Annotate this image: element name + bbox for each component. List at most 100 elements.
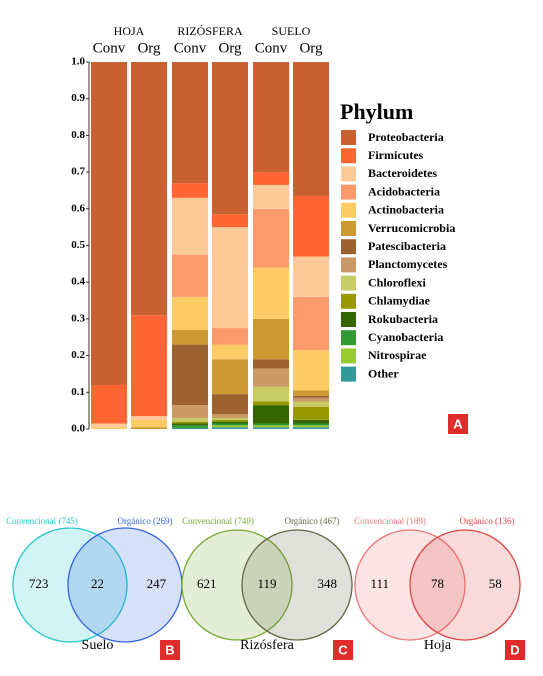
bar-segment [293, 419, 329, 424]
legend-label: Bacteroidetes [368, 166, 437, 180]
y-tick-label: 0.4 [71, 276, 85, 288]
venn-count: 111 [370, 576, 389, 591]
venn-set [241, 529, 353, 641]
bar-segment [293, 256, 329, 297]
x-tick-label: Conv [255, 40, 288, 56]
legend-label: Planctomycetes [368, 257, 448, 271]
bar-segment [212, 394, 248, 415]
bar-segment [172, 329, 208, 345]
bar-segment [253, 267, 289, 319]
bar-segment [293, 423, 329, 426]
legend-label: Nitrospirae [368, 348, 427, 362]
x-tick-label: Conv [174, 40, 207, 56]
bar-segment [253, 184, 289, 209]
venn-count: 621 [197, 576, 217, 591]
bar-segment [172, 405, 208, 418]
bar-segment [212, 427, 248, 429]
bar-segment [131, 416, 167, 420]
venn-set [181, 529, 293, 641]
bar-segment [91, 427, 127, 429]
bar-segment [293, 296, 329, 351]
bar-segment [212, 344, 248, 360]
group-label: HOJA [114, 24, 145, 38]
bar-segment [253, 368, 289, 387]
set-label: Convencional (740) [182, 516, 254, 526]
bar-segment [172, 421, 208, 424]
bar-segment [212, 417, 248, 420]
bar-segment [131, 427, 167, 429]
y-tick-label: 0.7 [71, 166, 85, 178]
legend-swatch [341, 257, 356, 273]
bar-segment [212, 359, 248, 395]
bar-segment [293, 195, 329, 257]
legend-swatch [341, 221, 356, 236]
bar-segment [172, 183, 208, 198]
legend-label: Rokubacteria [368, 312, 438, 326]
bar-segment [253, 62, 289, 173]
legend-swatch [341, 366, 356, 382]
legend-title: Phylum [340, 99, 413, 124]
bar-segment [253, 172, 289, 185]
bar-segment [172, 197, 208, 255]
bar-segment [253, 401, 289, 406]
y-tick-label: 0.5 [71, 239, 85, 251]
bar-segment [172, 417, 208, 422]
venn-set [409, 529, 521, 641]
bar-segment [212, 419, 248, 422]
bar-segment [212, 421, 248, 424]
venn-count: 22 [91, 576, 104, 591]
legend-swatch [341, 130, 356, 145]
bar-segment [131, 315, 167, 417]
set-label: Orgánico (269) [117, 516, 172, 526]
bar-segment [172, 296, 208, 330]
legend-label: Acidobacteria [368, 184, 440, 198]
bar-segment [253, 359, 289, 369]
legend-label: Patescibacteria [368, 239, 446, 253]
bar-segment [293, 395, 329, 398]
bar-segment [172, 427, 208, 429]
legend-label: Chloroflexi [368, 275, 426, 289]
legend-swatch [341, 148, 356, 164]
bar-segment [253, 405, 289, 424]
bar-segment [172, 423, 208, 426]
venn-count: 119 [257, 576, 276, 591]
set-label: Orgánico (136) [459, 516, 514, 526]
bar-segment [293, 62, 329, 196]
bar-segment [253, 425, 289, 428]
panel-badge [505, 640, 525, 660]
set-label: Orgánico (467) [284, 516, 339, 526]
bar-segment [293, 427, 329, 429]
legend-label: Chlamydiae [368, 294, 431, 308]
legend-swatch [341, 202, 356, 218]
bar-segment [212, 414, 248, 418]
x-tick-label: Conv [93, 40, 126, 56]
group-label: RIZÓSFERA [177, 24, 243, 38]
legend-swatch [341, 312, 356, 327]
panel-badge [333, 640, 353, 660]
venn-label: Hoja [424, 638, 452, 653]
x-tick-label: Org [137, 40, 161, 56]
group-label: SUELO [272, 24, 311, 38]
panel-label: B [165, 642, 174, 657]
bar-segment [172, 62, 208, 184]
venn-count: 247 [147, 576, 167, 591]
bar-segment [172, 254, 208, 297]
bar-segment [91, 423, 127, 428]
legend-swatch [341, 184, 356, 200]
venn-count: 58 [489, 576, 502, 591]
legend-label: Other [368, 366, 399, 380]
bar-segment [293, 390, 329, 396]
set-label: Convencional (189) [354, 516, 426, 526]
legend-swatch [341, 239, 356, 255]
bar-segment [293, 401, 329, 407]
bar-segment [253, 427, 289, 429]
y-tick-label: 0.3 [71, 312, 85, 324]
bar-segment [212, 62, 248, 215]
legend-swatch [341, 348, 356, 364]
venn-count: 348 [318, 576, 338, 591]
bar-segment [91, 62, 127, 385]
x-tick-label: Org [299, 40, 323, 56]
panel-badge [160, 640, 180, 660]
y-tick-label: 0.2 [71, 349, 85, 361]
